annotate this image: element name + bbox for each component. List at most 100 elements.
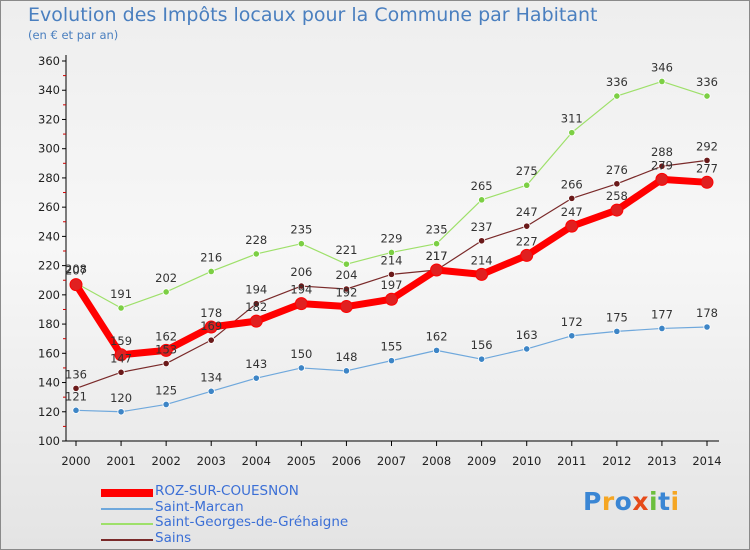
data-label: 178 xyxy=(696,306,718,320)
data-point xyxy=(520,248,534,262)
data-point xyxy=(658,162,666,170)
y-tick-label: 220 xyxy=(38,259,60,273)
axes: 100 120 140 160 180 200 220 240 260 280 300 320 340 3… xyxy=(38,54,722,468)
data-point xyxy=(613,180,621,188)
data-point xyxy=(117,408,125,416)
data-point xyxy=(655,172,669,186)
y-tick-label: 360 xyxy=(38,54,60,68)
data-label: 159 xyxy=(110,334,132,348)
data-point xyxy=(568,332,576,340)
data-label: 229 xyxy=(381,231,403,245)
proxiti-logo: Proxiti xyxy=(583,487,680,516)
data-label: 175 xyxy=(606,310,628,324)
data-label: 169 xyxy=(200,319,222,333)
data-point xyxy=(162,359,170,368)
legend-label: Sains xyxy=(155,529,192,546)
data-point xyxy=(475,267,489,281)
y-tick-label: 260 xyxy=(38,200,60,214)
legend-swatch xyxy=(101,523,153,525)
data-point xyxy=(700,175,714,189)
data-point xyxy=(478,355,486,363)
logo-letter: i xyxy=(649,487,659,516)
x-tick-label: 2000 xyxy=(61,454,90,468)
data-label: 134 xyxy=(200,370,222,384)
data-label: 275 xyxy=(516,164,538,178)
data-point xyxy=(658,324,666,333)
y-tick-label: 300 xyxy=(38,142,60,156)
data-label: 121 xyxy=(65,389,87,403)
data-label: 206 xyxy=(290,265,312,279)
data-label: 235 xyxy=(426,223,448,237)
data-label: 194 xyxy=(290,283,312,297)
data-point xyxy=(72,384,80,392)
data-point xyxy=(385,292,398,306)
data-point xyxy=(207,336,215,344)
data-label: 177 xyxy=(651,307,673,321)
data-label: 247 xyxy=(561,205,583,219)
data-label: 336 xyxy=(606,75,628,89)
data-label: 191 xyxy=(110,287,132,301)
data-point xyxy=(339,300,353,314)
x-tick-label: 2009 xyxy=(467,454,496,468)
data-point xyxy=(658,77,666,86)
legend-swatch xyxy=(101,538,153,541)
data-point xyxy=(478,237,486,245)
logo-letter: i xyxy=(670,487,680,516)
data-label: 216 xyxy=(200,250,222,264)
data-point xyxy=(297,364,305,372)
data-label: 228 xyxy=(245,233,267,247)
data-label: 336 xyxy=(696,75,718,89)
data-labels: 121 120 125 134 143 150 148 155 162 156 163 172 175 1… xyxy=(65,60,718,404)
data-label: 143 xyxy=(245,357,267,371)
data-label: 136 xyxy=(65,367,87,381)
x-tick-label: 2014 xyxy=(692,454,721,468)
data-label: 292 xyxy=(696,139,718,153)
data-label: 227 xyxy=(516,234,538,248)
data-label: 311 xyxy=(561,112,583,126)
data-point xyxy=(523,345,531,353)
data-point xyxy=(565,219,579,233)
data-point xyxy=(613,92,621,100)
y-tick-label: 160 xyxy=(38,346,60,360)
data-point xyxy=(342,367,351,375)
data-label: 163 xyxy=(516,328,538,342)
data-label: 172 xyxy=(561,315,583,329)
data-point xyxy=(387,357,396,365)
y-tick-label: 340 xyxy=(38,83,60,97)
logo-letter: o xyxy=(614,487,633,516)
data-point xyxy=(387,248,396,257)
data-label: 147 xyxy=(110,351,132,365)
data-label: 276 xyxy=(606,163,628,177)
data-point xyxy=(568,194,576,202)
logo-letter: P xyxy=(583,487,602,516)
legend-label: Saint-Georges-de-Gréhaigne xyxy=(155,514,349,530)
data-label: 182 xyxy=(245,300,267,314)
data-point xyxy=(342,285,351,293)
data-point xyxy=(387,270,396,278)
legend-label: ROZ-SUR-COUESNON xyxy=(155,483,299,499)
data-point xyxy=(478,196,486,204)
x-tick-label: 2004 xyxy=(242,454,271,468)
data-point xyxy=(207,387,215,395)
logo-letter: x xyxy=(632,487,649,516)
data-label: 265 xyxy=(471,179,493,193)
data-point xyxy=(162,400,170,409)
data-point xyxy=(207,267,215,276)
chart-subtitle: (en € et par an) xyxy=(28,28,119,42)
y-tick-label: 240 xyxy=(38,229,60,243)
data-label: 217 xyxy=(426,249,448,263)
data-point xyxy=(72,406,80,414)
data-point xyxy=(69,278,83,292)
data-label: 192 xyxy=(335,286,357,300)
y-tick-label: 120 xyxy=(38,405,60,419)
x-tick-label: 2011 xyxy=(557,454,586,468)
data-label: 148 xyxy=(335,350,357,364)
data-label: 156 xyxy=(471,338,493,352)
data-point xyxy=(568,129,576,137)
x-tick-label: 2010 xyxy=(512,454,541,468)
y-tick-label: 320 xyxy=(38,112,60,126)
data-label: 217 xyxy=(426,249,448,263)
data-point xyxy=(523,181,531,189)
